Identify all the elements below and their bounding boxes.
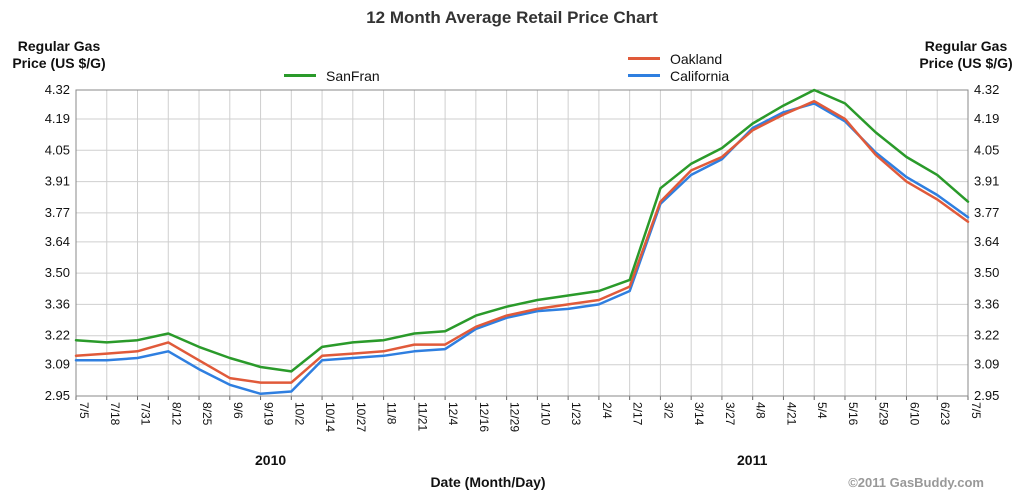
x-tick-label: 3/14 [692, 402, 706, 426]
y-tick-label-right: 2.95 [974, 388, 999, 403]
y-tick-label-right: 3.22 [974, 328, 999, 343]
y-tick-label-left: 4.19 [45, 111, 70, 126]
x-tick-label: 11/21 [415, 402, 429, 431]
y-tick-label-left: 4.32 [45, 82, 70, 97]
y-tick-label-left: 3.09 [45, 357, 70, 372]
x-tick-label: 10/14 [323, 402, 337, 432]
x-tick-label: 5/4 [815, 402, 829, 419]
x-tick-label: 3/27 [723, 402, 737, 426]
x-tick-label: 9/6 [231, 402, 245, 419]
x-tick-label: 10/2 [292, 402, 306, 426]
y-tick-label-left: 3.36 [45, 296, 70, 311]
legend-item-california: California [628, 68, 729, 84]
x-tick-label: 9/19 [262, 402, 276, 426]
x-tick-label: 1/23 [569, 402, 583, 426]
x-tick-label: 12/16 [477, 402, 491, 432]
y-tick-label-right: 3.50 [974, 265, 999, 280]
x-tick-label: 4/8 [754, 402, 768, 419]
plot-border [75, 89, 969, 397]
chart-title: 12 Month Average Retail Price Chart [366, 8, 658, 27]
y-axis-label-right-text: Regular Gas Price (US $/G) [919, 38, 1013, 71]
year-label-2010: 2010 [255, 452, 287, 468]
x-tick-label: 8/25 [200, 402, 214, 426]
legend-swatch-oakland [628, 56, 660, 60]
x-tick-label: 3/2 [661, 402, 675, 419]
legend-item-sanfran: SanFran [284, 68, 380, 84]
series-line-oakland [74, 99, 970, 384]
y-tick-label-left: 3.50 [45, 265, 70, 280]
x-tick-label: 11/8 [385, 402, 399, 425]
y-tick-label-right: 3.64 [974, 234, 999, 249]
y-tick-label-right: 3.77 [974, 205, 999, 220]
x-tick-label: 8/12 [169, 402, 183, 426]
x-tick-label: 4/21 [784, 402, 798, 426]
legend-label-california: California [670, 68, 730, 84]
legend-label-sanfran: SanFran [326, 68, 380, 84]
y-tick-label-left: 3.91 [45, 174, 70, 189]
legend-item-oakland: Oakland [628, 51, 722, 67]
series-line-sanfran [74, 88, 970, 373]
x-tick-label: 7/31 [139, 402, 153, 426]
x-tick-label: 7/5 [969, 402, 983, 419]
x-tick-label: 2/17 [631, 402, 645, 426]
x-tick-label: 7/5 [77, 402, 91, 419]
series-line-california [74, 102, 970, 396]
year-label-2011: 2011 [737, 452, 768, 468]
legend-swatch-california [628, 73, 660, 77]
x-tick-label: 6/23 [938, 402, 952, 426]
plot-area [76, 90, 968, 396]
x-tick-label: 6/10 [907, 402, 921, 426]
legend-label-oakland: Oakland [670, 51, 723, 67]
x-tick-label: 10/27 [354, 402, 368, 432]
y-axis-label-left: Regular Gas Price (US $/G) [4, 38, 114, 72]
x-tick-label: 7/18 [108, 402, 122, 426]
y-tick-label-left: 3.22 [45, 328, 70, 343]
y-tick-label-right: 4.32 [974, 82, 999, 97]
y-tick-label-right: 3.91 [974, 174, 999, 189]
y-tick-label-right: 4.19 [974, 111, 999, 126]
legend-swatch-sanfran [284, 73, 316, 77]
y-tick-label-left: 3.64 [45, 234, 70, 249]
y-tick-label-right: 3.09 [974, 357, 999, 372]
credit-text: ©2011 GasBuddy.com [848, 475, 984, 490]
y-tick-label-right: 3.36 [974, 296, 999, 311]
x-tick-label: 2/4 [600, 402, 614, 419]
x-tick-label: 5/16 [846, 402, 860, 426]
y-tick-label-right: 4.05 [974, 142, 999, 157]
x-tick-label: 5/29 [877, 402, 891, 426]
x-tick-label: 1/10 [538, 402, 552, 426]
x-tick-label: 12/29 [508, 402, 522, 432]
y-tick-label-left: 2.95 [45, 388, 70, 403]
x-tick-label: 12/4 [446, 402, 460, 426]
x-axis-label: Date (Month/Day) [430, 474, 546, 490]
y-tick-label-left: 3.77 [45, 205, 70, 220]
y-tick-label-left: 4.05 [45, 142, 70, 157]
y-axis-label-right: Regular Gas Price (US $/G) [910, 38, 1022, 72]
y-axis-label-left-text: Regular Gas Price (US $/G) [12, 38, 106, 71]
